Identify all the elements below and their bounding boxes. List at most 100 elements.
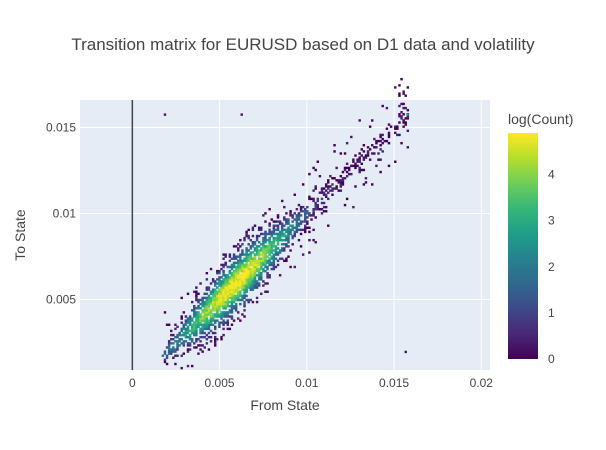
heatmap-cell: [312, 166, 315, 170]
heatmap-cell: [398, 115, 401, 118]
heatmap-cell: [276, 243, 280, 246]
heatmap-cell: [335, 187, 338, 190]
heatmap-cell: [186, 342, 190, 345]
heatmap-cell: [184, 333, 188, 337]
heatmap-cell: [243, 284, 246, 287]
heatmap-cell: [249, 298, 253, 302]
heatmap-cell: [220, 263, 223, 267]
heatmap-cell: [190, 364, 194, 368]
heatmap-cell: [209, 335, 213, 339]
heatmap-cell: [239, 284, 242, 287]
heatmap-cell: [314, 203, 317, 207]
heatmap-cell: [262, 232, 265, 236]
heatmap-cell: [264, 220, 267, 223]
heatmap-cell: [188, 344, 192, 347]
heatmap-cell: [381, 133, 384, 137]
heatmap-cell: [190, 300, 194, 304]
heatmap-cell: [201, 300, 204, 304]
heatmap-cell: [186, 350, 190, 353]
heatmap-cell: [257, 228, 261, 232]
heatmap-cell: [255, 282, 259, 285]
heatmap-cell: [251, 263, 255, 267]
heatmap-cell: [226, 278, 229, 281]
heatmap-cell: [360, 154, 363, 157]
heatmap-cell: [387, 133, 391, 137]
x-tick-label: 0: [129, 376, 136, 390]
heatmap-cell: [226, 323, 229, 326]
heatmap-cell: [220, 296, 223, 300]
heatmap-cell: [167, 350, 171, 353]
heatmap-cell: [270, 232, 273, 236]
heatmap-cell: [295, 222, 299, 225]
heatmap-cell: [262, 241, 265, 244]
heatmap-cell: [329, 189, 332, 192]
heatmap-cell: [220, 298, 223, 302]
heatmap-cell: [226, 304, 229, 308]
heatmap-cell: [232, 286, 236, 289]
heatmap-cell: [306, 212, 309, 215]
heatmap-cell: [213, 298, 217, 302]
heatmap-cell: [234, 269, 238, 273]
heatmap-cell: [232, 274, 236, 277]
heatmap-cell: [381, 141, 384, 145]
heatmap-cell: [170, 352, 173, 355]
heatmap-cell: [245, 265, 248, 269]
heatmap-cell: [199, 319, 202, 322]
heatmap-cell: [220, 338, 223, 341]
heatmap-cell: [195, 296, 198, 300]
heatmap-cell: [209, 298, 213, 302]
heatmap-cell: [285, 236, 288, 240]
heatmap-cell: [239, 298, 242, 302]
heatmap-cell: [260, 265, 263, 269]
heatmap-cell: [218, 313, 221, 316]
heatmap-cell: [257, 253, 261, 256]
heatmap-cell: [240, 113, 243, 116]
heatmap-cell: [203, 300, 206, 304]
y-tick-label: 0.005: [46, 292, 76, 306]
heatmap-cell: [167, 323, 171, 326]
heatmap-cell: [278, 220, 282, 223]
heatmap-cell: [364, 177, 368, 180]
heatmap-cell: [213, 302, 217, 306]
heatmap-cell: [237, 263, 240, 267]
heatmap-cell: [230, 267, 234, 271]
heatmap-cell: [213, 290, 217, 293]
heatmap-cell: [220, 304, 223, 308]
heatmap-cell: [255, 249, 259, 252]
heatmap-cell: [197, 344, 200, 347]
heatmap-cell: [289, 212, 292, 215]
heatmap-cell: [362, 150, 366, 153]
heatmap-cell: [362, 156, 366, 159]
heatmap-cell: [226, 274, 229, 277]
heatmap-cell: [218, 296, 221, 300]
heatmap-cell: [230, 282, 234, 285]
heatmap-cell: [350, 164, 353, 168]
heatmap-cell: [190, 327, 194, 331]
heatmap-cell: [360, 162, 363, 166]
heatmap-cell: [272, 261, 276, 265]
colorbar-tick-label: 2: [548, 260, 555, 274]
heatmap-cell: [220, 300, 223, 304]
heatmap-cell: [249, 271, 253, 275]
heatmap-cell: [226, 284, 229, 287]
heatmap-cell: [234, 255, 238, 258]
heatmap-cell: [253, 267, 257, 271]
heatmap-cell: [228, 269, 232, 273]
heatmap-cell: [245, 234, 248, 238]
heatmap-cell: [228, 276, 232, 279]
heatmap-cell: [241, 249, 244, 252]
heatmap-cell: [245, 286, 248, 289]
heatmap-cell: [180, 321, 183, 324]
heatmap-cell: [218, 294, 221, 298]
heatmap-cell: [406, 117, 410, 120]
heatmap-cell: [213, 304, 217, 308]
heatmap-cell: [188, 329, 192, 333]
heatmap-cell: [222, 311, 225, 314]
heatmap-cell: [220, 311, 223, 314]
heatmap-cell: [264, 282, 267, 285]
heatmap-cell: [249, 259, 253, 263]
heatmap-cell: [216, 309, 219, 312]
heatmap-cell: [343, 152, 347, 155]
heatmap-cell: [218, 307, 221, 310]
heatmap-cell: [195, 333, 198, 337]
